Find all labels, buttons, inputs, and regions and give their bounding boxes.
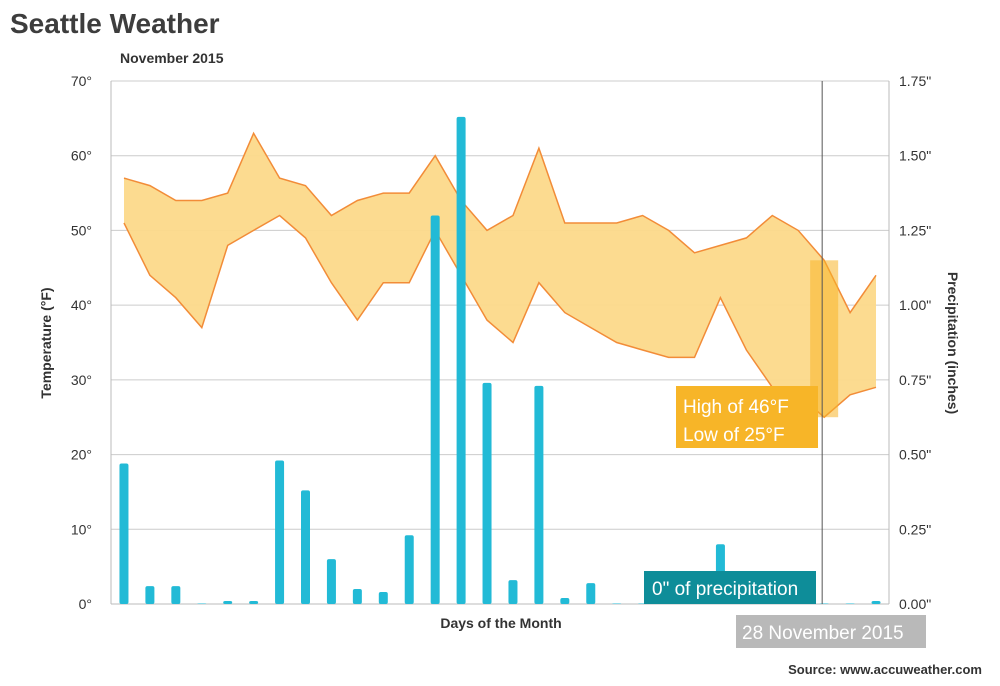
precip-bar[interactable] (534, 385, 544, 604)
precip-bar[interactable] (871, 601, 881, 604)
date-tooltip-text: 28 November 2015 (742, 623, 904, 644)
precip-bar[interactable] (482, 382, 492, 604)
temp-range-area[interactable] (124, 133, 876, 418)
temp-tooltip-box (676, 386, 818, 448)
precip-bar[interactable] (197, 603, 207, 605)
precip-bar[interactable] (352, 589, 362, 604)
precip-bar[interactable] (845, 603, 855, 605)
precip-bar[interactable] (119, 463, 129, 604)
x-axis-title: Days of the Month (440, 615, 561, 631)
precip-bar[interactable] (171, 586, 181, 604)
precip-bar[interactable] (223, 601, 233, 604)
y-tick-label-left: 50° (71, 222, 92, 238)
precip-bar[interactable] (819, 603, 829, 605)
temperature-range-band[interactable] (123, 131, 877, 419)
temp-high-line[interactable] (123, 131, 877, 315)
y-tick-label-left: 0° (79, 596, 92, 612)
y-tick-label-right: 1.50" (899, 148, 931, 164)
precip-bar[interactable] (456, 116, 466, 604)
precip-bar[interactable] (326, 559, 336, 604)
y-tick-label-right: 0.00" (899, 596, 931, 612)
y-axis-title-right: Precipitation (inches) (945, 272, 961, 414)
precip-bar[interactable] (378, 592, 388, 604)
source-credit[interactable]: Source: www.accuweather.com (788, 662, 982, 677)
y-tick-label-right: 1.00" (899, 297, 931, 313)
precip-bar[interactable] (301, 490, 310, 604)
precip-bar[interactable] (560, 598, 570, 604)
precip-bar[interactable] (145, 586, 155, 604)
precip-tooltip-box (644, 571, 816, 604)
precip-bar[interactable] (430, 215, 440, 604)
y-tick-label-right: 1.25" (899, 222, 931, 238)
date-tooltip-box (736, 615, 926, 648)
y-tick-label-right: 0.25" (899, 521, 931, 537)
y-axis-title-left: Temperature (°F) (38, 287, 54, 398)
y-tick-label-left: 20° (71, 447, 92, 463)
y-tick-label-right: 0.50" (899, 447, 931, 463)
tooltips: High of 46°F Low of 25°F 0" of precipita… (644, 386, 926, 648)
y-tick-label-left: 70° (71, 73, 92, 89)
y-tick-label-right: 0.75" (899, 372, 931, 388)
precip-bar[interactable] (404, 535, 414, 604)
y-tick-label-left: 40° (71, 297, 92, 313)
temp-tooltip-low: Low of 25°F (683, 425, 785, 446)
precip-tooltip-text: 0" of precipitation (652, 579, 798, 600)
y-tick-label-right: 1.75" (899, 73, 931, 89)
precip-bar[interactable] (249, 601, 259, 604)
y-tick-label-left: 30° (71, 372, 92, 388)
temperature-axis: 0° 10° 20° 30° 40° 50° 60° 70° (71, 73, 92, 612)
y-tick-label-left: 60° (71, 148, 92, 164)
temp-low-line[interactable] (123, 214, 877, 419)
precipitation-axis: 0.00" 0.25" 0.50" 0.75" 1.00" 1.25" 1.50" 1.75" (899, 73, 931, 612)
precipitation-bars[interactable] (119, 116, 881, 605)
precip-bar[interactable] (586, 583, 596, 604)
temp-tooltip-high: High of 46°F (683, 397, 789, 418)
precip-bar[interactable] (508, 580, 518, 604)
precip-bar[interactable] (612, 603, 622, 605)
precip-bar[interactable] (275, 460, 285, 604)
chart-title: Seattle Weather (10, 8, 220, 39)
chart-subtitle: November 2015 (120, 50, 224, 66)
y-tick-label-left: 10° (71, 521, 92, 537)
